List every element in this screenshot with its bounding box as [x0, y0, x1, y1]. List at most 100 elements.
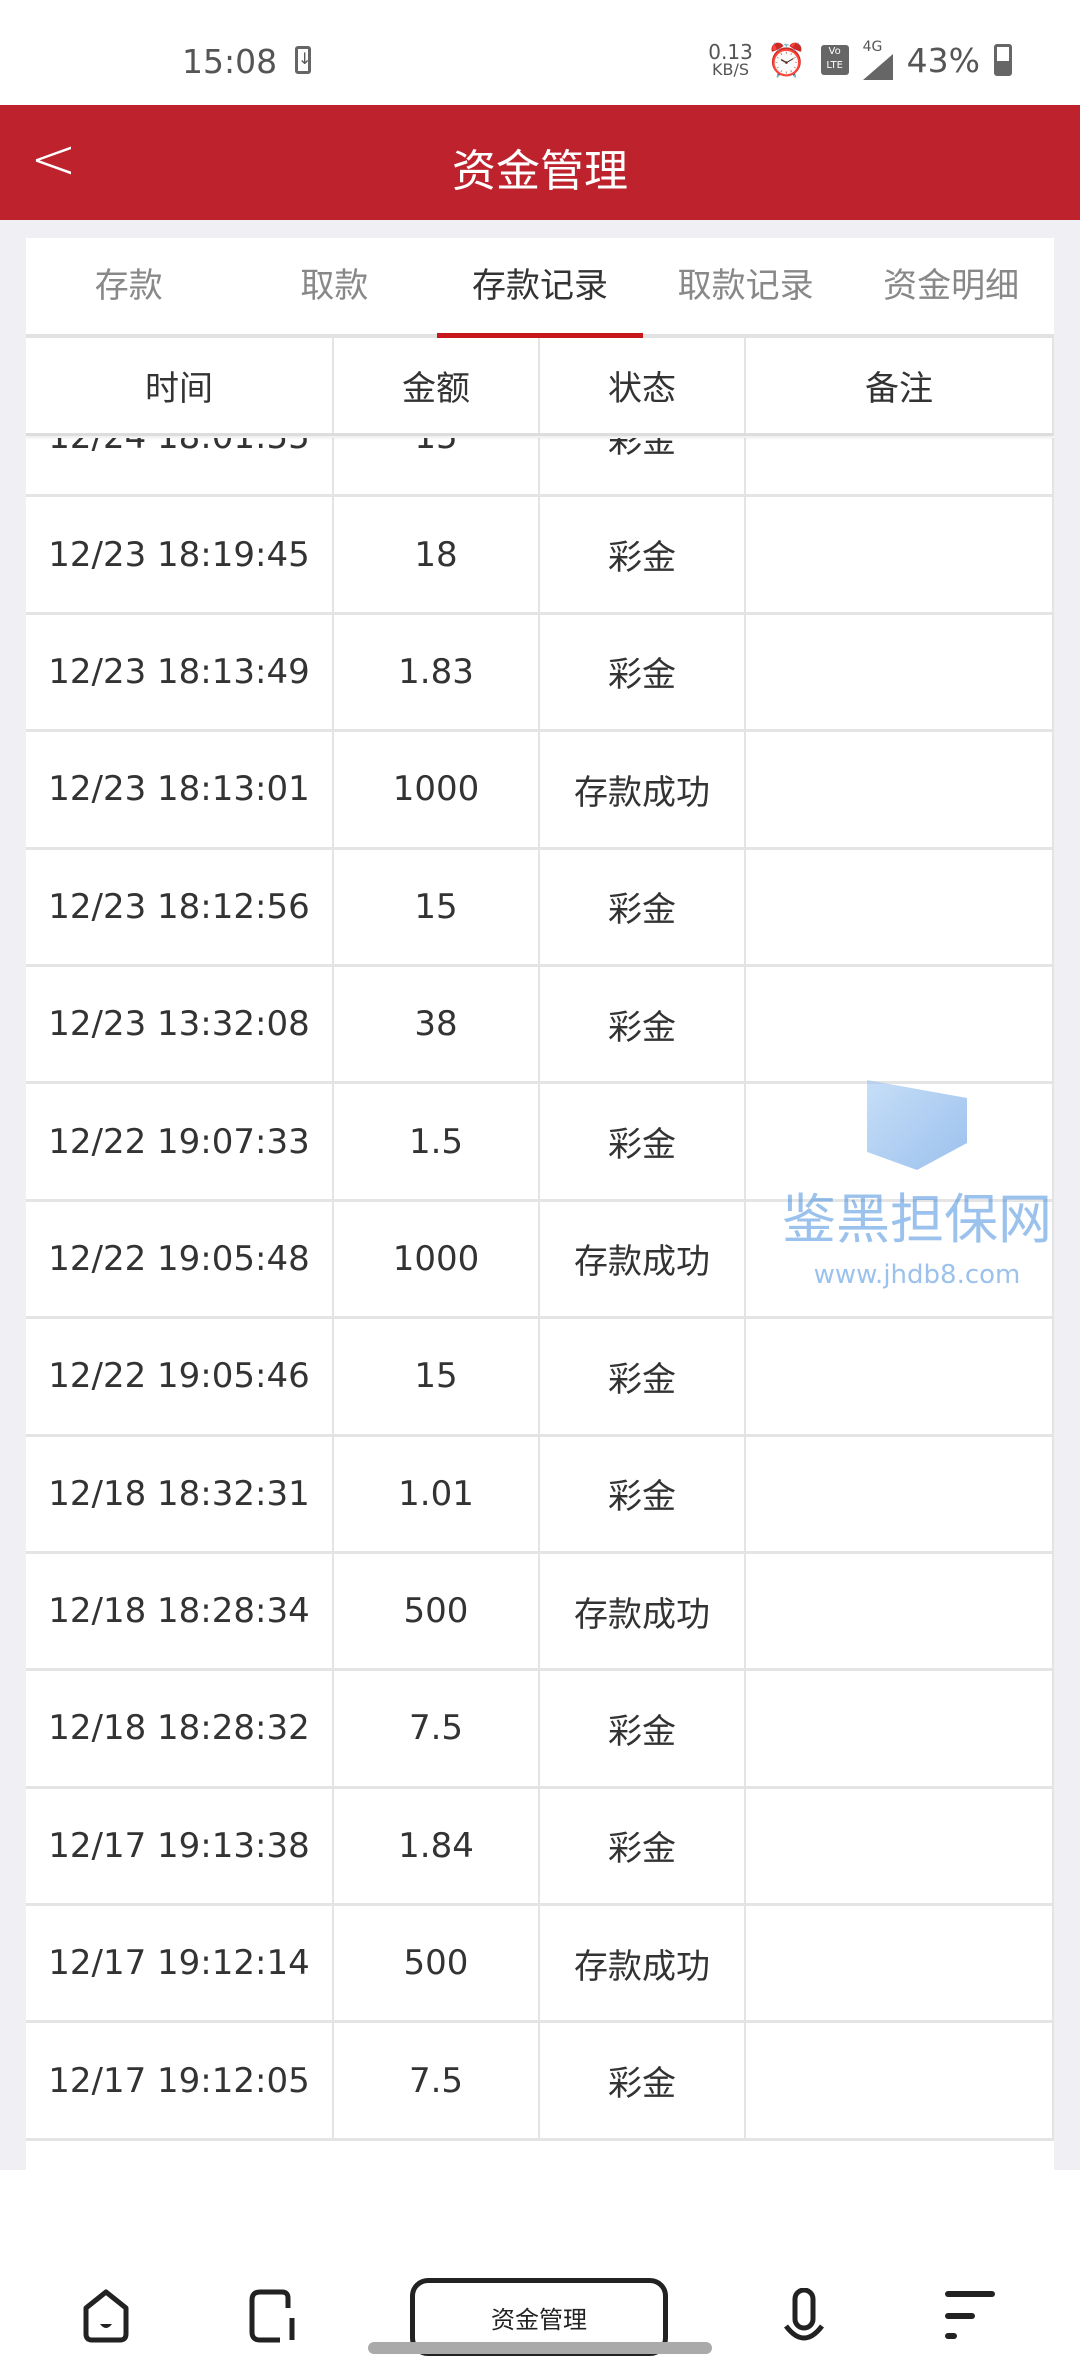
cell-amount: 38: [334, 966, 540, 1082]
tab-switch-icon[interactable]: [244, 2288, 300, 2344]
page-title: 资金管理: [452, 146, 628, 197]
cell-time: 12/18 18:28:32: [26, 1671, 334, 1786]
table-row[interactable]: 12/23 18:12:56 15 彩金: [26, 849, 1054, 967]
bottom-nav: 资金管理: [0, 2170, 1080, 2376]
table-row[interactable]: 12/23 13:32:08 38 彩金: [26, 966, 1054, 1085]
table-body[interactable]: 12/24 18:01:5515彩金12/23 18:19:4518彩金12/2…: [26, 438, 1054, 2170]
cell-status: 彩金: [540, 1319, 746, 1434]
cell-note: [746, 1201, 1054, 1317]
table-row[interactable]: 12/23 18:13:49 1.83 彩金: [26, 614, 1054, 733]
cell-note: [746, 614, 1054, 730]
cell-time: 12/22 19:05:48: [26, 1201, 334, 1317]
table-header: 时间 金额 状态 备注: [26, 338, 1054, 436]
cell-amount: 1.83: [334, 614, 540, 730]
cell-note: [746, 849, 1054, 964]
tab-0[interactable]: 存款: [94, 266, 163, 306]
cell-note: [746, 1084, 1054, 1199]
table-row[interactable]: 12/18 18:28:32 7.5 彩金: [26, 1671, 1054, 1789]
table-row[interactable]: 12/22 19:07:33 1.5 彩金: [26, 1084, 1054, 1202]
cell-note: [746, 1788, 1054, 1904]
app-header: < 资金管理: [0, 105, 1080, 220]
column-header: 金额: [334, 338, 540, 433]
table-row[interactable]: 12/22 19:05:48 1000 存款成功: [26, 1201, 1054, 1320]
cell-amount: 1000: [334, 732, 540, 847]
tab-1[interactable]: 取款: [300, 266, 369, 306]
cell-note: [746, 438, 1054, 495]
home-icon[interactable]: [78, 2288, 134, 2344]
cell-note: [746, 732, 1054, 847]
net-speed: 0.13 KB/S: [708, 40, 753, 79]
tab-bar: 存款 取款 存款记录 取款记录 资金明细: [26, 238, 1054, 338]
cell-status: 彩金: [540, 614, 746, 730]
gesture-handle[interactable]: [368, 2342, 712, 2354]
alarm-icon: ⏰: [766, 41, 807, 79]
cell-time: 12/18 18:32:31: [26, 1436, 334, 1551]
cell-amount: 18: [334, 497, 540, 612]
table-row[interactable]: 12/22 19:05:46 15 彩金: [26, 1319, 1054, 1437]
status-time: 15:08: [182, 42, 278, 81]
battery-text: 43%: [906, 40, 980, 80]
cell-status: 彩金: [540, 438, 746, 495]
column-header: 备注: [746, 338, 1054, 433]
download-icon: ↓: [295, 46, 311, 74]
table-row[interactable]: 12/17 19:13:38 1.84 彩金: [26, 1788, 1054, 1907]
cell-time: 12/18 18:28:34: [26, 1553, 334, 1669]
cell-time: 12/23 18:13:49: [26, 614, 334, 730]
cell-status: 彩金: [540, 1788, 746, 1904]
chevron-left-icon[interactable]: <: [30, 127, 77, 192]
cell-status: 彩金: [540, 966, 746, 1082]
cell-status: 存款成功: [540, 1553, 746, 1669]
cell-time: 12/17 19:12:05: [26, 2023, 334, 2138]
volte-icon: Vo LTE: [820, 45, 849, 75]
table-row[interactable]: 12/23 18:13:01 1000 存款成功: [26, 732, 1054, 850]
cell-note: [746, 497, 1054, 612]
cell-status: 彩金: [540, 1436, 746, 1551]
table-row[interactable]: 12/17 19:12:05 7.5 彩金: [26, 2023, 1054, 2141]
cell-note: [746, 1319, 1054, 1434]
battery-icon: [994, 44, 1012, 76]
cell-status: 存款成功: [540, 1906, 746, 2021]
cell-amount: 500: [334, 1553, 540, 1669]
tab-4[interactable]: 资金明细: [883, 266, 1020, 306]
menu-icon[interactable]: [944, 2288, 1000, 2344]
cell-time: 12/23 13:32:08: [26, 966, 334, 1082]
cell-status: 存款成功: [540, 732, 746, 847]
cell-amount: 15: [334, 1319, 540, 1434]
status-bar: 15:08 ↓ 0.13 KB/S ⏰ Vo LTE 4G 43%: [0, 0, 1080, 105]
cell-note: [746, 1553, 1054, 1669]
cell-note: [746, 1671, 1054, 1786]
microphone-icon[interactable]: [776, 2288, 832, 2344]
column-header: 时间: [26, 338, 334, 433]
cell-note: [746, 1436, 1054, 1551]
cell-time: 12/23 18:19:45: [26, 497, 334, 612]
cell-time: 12/22 19:07:33: [26, 1084, 334, 1199]
tab-2[interactable]: 存款记录: [437, 238, 643, 338]
cell-status: 彩金: [540, 1084, 746, 1199]
cell-amount: 7.5: [334, 1671, 540, 1786]
table-row[interactable]: 12/18 18:28:34 500 存款成功: [26, 1553, 1054, 1672]
cell-status: 彩金: [540, 1671, 746, 1786]
cell-note: [746, 1906, 1054, 2021]
cell-status: 彩金: [540, 2023, 746, 2138]
cell-amount: 15: [334, 438, 540, 495]
cell-time: 12/23 18:13:01: [26, 732, 334, 847]
column-header: 状态: [540, 338, 746, 433]
table-row[interactable]: 12/23 18:19:45 18 彩金: [26, 497, 1054, 615]
cell-status: 彩金: [540, 497, 746, 612]
cell-note: [746, 2023, 1054, 2138]
signal-icon: 4G: [862, 40, 893, 80]
cell-amount: 1.5: [334, 1084, 540, 1199]
table-row[interactable]: 12/17 19:12:14 500 存款成功: [26, 1906, 1054, 2024]
cell-time: 12/17 19:13:38: [26, 1788, 334, 1904]
cell-time: 12/22 19:05:46: [26, 1319, 334, 1434]
cell-status: 存款成功: [540, 1201, 746, 1317]
cell-amount: 1.84: [334, 1788, 540, 1904]
tab-3[interactable]: 取款记录: [677, 266, 814, 306]
cell-time: 12/23 18:12:56: [26, 849, 334, 964]
cell-time: 12/17 19:12:14: [26, 1906, 334, 2021]
cell-amount: 7.5: [334, 2023, 540, 2138]
cell-amount: 500: [334, 1906, 540, 2021]
table-row[interactable]: 12/24 18:01:5515彩金: [26, 438, 1054, 498]
table-row[interactable]: 12/18 18:32:31 1.01 彩金: [26, 1436, 1054, 1554]
